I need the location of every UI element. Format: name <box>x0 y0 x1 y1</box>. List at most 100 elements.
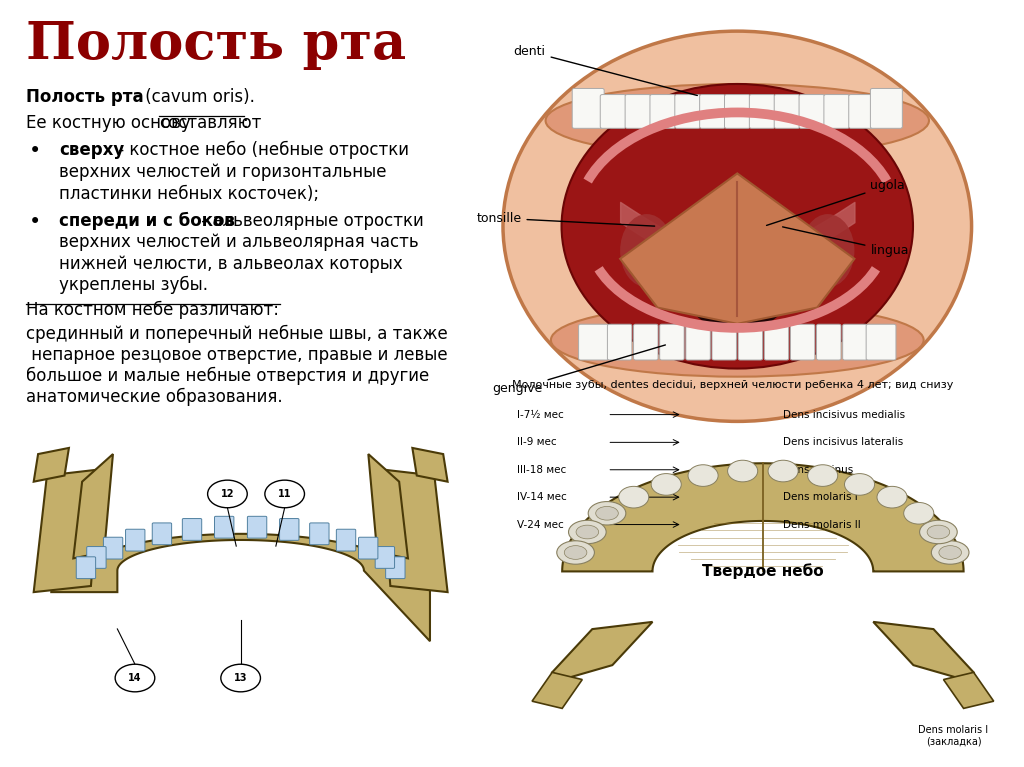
Circle shape <box>845 473 874 495</box>
FancyBboxPatch shape <box>816 324 841 360</box>
Polygon shape <box>873 622 974 680</box>
Polygon shape <box>532 673 583 709</box>
FancyBboxPatch shape <box>791 324 815 360</box>
FancyBboxPatch shape <box>126 529 145 551</box>
FancyBboxPatch shape <box>634 324 658 360</box>
FancyBboxPatch shape <box>870 88 902 128</box>
Text: пластинки небных косточек);: пластинки небных косточек); <box>59 185 319 202</box>
FancyBboxPatch shape <box>650 94 676 128</box>
FancyBboxPatch shape <box>309 523 329 545</box>
Text: tonsille: tonsille <box>476 212 654 226</box>
Polygon shape <box>943 673 993 709</box>
FancyBboxPatch shape <box>849 94 874 128</box>
Text: denti: denti <box>514 45 697 95</box>
Text: ugola: ugola <box>767 179 905 225</box>
FancyBboxPatch shape <box>764 324 788 360</box>
FancyBboxPatch shape <box>579 324 608 360</box>
Text: нижней челюсти, в альвеолах которых: нижней челюсти, в альвеолах которых <box>59 255 403 272</box>
Ellipse shape <box>621 214 674 288</box>
Text: III-18 мес: III-18 мес <box>517 465 566 475</box>
Polygon shape <box>721 214 742 245</box>
Text: Dens molaris I: Dens molaris I <box>783 492 858 502</box>
Text: 13: 13 <box>233 673 248 683</box>
Text: :: : <box>243 114 249 131</box>
FancyBboxPatch shape <box>607 324 632 360</box>
Circle shape <box>877 486 907 508</box>
Polygon shape <box>51 534 430 641</box>
FancyBboxPatch shape <box>699 94 725 128</box>
Text: 12: 12 <box>221 489 234 499</box>
FancyBboxPatch shape <box>375 547 394 568</box>
Polygon shape <box>382 469 447 592</box>
FancyBboxPatch shape <box>153 523 172 545</box>
FancyBboxPatch shape <box>103 537 123 559</box>
Text: 11: 11 <box>278 489 292 499</box>
Text: Dens caninus: Dens caninus <box>783 465 853 475</box>
Text: - альвеолярные отростки: - альвеолярные отростки <box>196 212 423 229</box>
Ellipse shape <box>596 506 618 520</box>
Ellipse shape <box>932 541 969 565</box>
Ellipse shape <box>557 541 594 565</box>
Text: анатомические образования.: анатомические образования. <box>26 387 283 406</box>
Polygon shape <box>621 173 854 324</box>
Ellipse shape <box>564 545 587 559</box>
Text: lingua: lingua <box>782 227 909 257</box>
FancyBboxPatch shape <box>712 324 736 360</box>
FancyBboxPatch shape <box>358 537 378 559</box>
Text: Dens molaris I
(закладка): Dens molaris I (закладка) <box>919 725 988 746</box>
FancyBboxPatch shape <box>182 518 202 540</box>
Text: (cavum oris).: (cavum oris). <box>140 88 255 106</box>
FancyBboxPatch shape <box>336 529 355 551</box>
Text: •: • <box>29 212 41 232</box>
FancyBboxPatch shape <box>248 516 267 538</box>
Polygon shape <box>34 448 69 482</box>
FancyBboxPatch shape <box>866 324 896 360</box>
Circle shape <box>728 460 758 482</box>
Ellipse shape <box>568 520 606 544</box>
Polygon shape <box>34 469 99 592</box>
FancyBboxPatch shape <box>774 94 800 128</box>
Circle shape <box>618 486 649 508</box>
Text: •: • <box>29 141 41 161</box>
FancyBboxPatch shape <box>824 94 850 128</box>
Ellipse shape <box>679 218 796 332</box>
Circle shape <box>265 480 304 508</box>
Polygon shape <box>552 622 652 680</box>
Polygon shape <box>562 463 964 571</box>
Polygon shape <box>369 454 408 558</box>
FancyBboxPatch shape <box>659 324 684 360</box>
FancyBboxPatch shape <box>625 94 650 128</box>
Text: Полость рта: Полость рта <box>26 19 406 70</box>
Circle shape <box>768 460 798 482</box>
Ellipse shape <box>577 525 599 539</box>
Text: непарное резцовое отверстие, правые и левые: непарное резцовое отверстие, правые и ле… <box>26 346 447 364</box>
FancyBboxPatch shape <box>675 94 700 128</box>
Text: Dens incisivus medialis: Dens incisivus medialis <box>783 410 905 420</box>
Text: сверху: сверху <box>59 141 125 159</box>
FancyBboxPatch shape <box>572 88 604 128</box>
Ellipse shape <box>588 502 626 525</box>
Ellipse shape <box>546 84 929 157</box>
FancyBboxPatch shape <box>686 324 711 360</box>
Text: - костное небо (небные отростки: - костное небо (небные отростки <box>113 141 409 160</box>
Circle shape <box>221 664 260 692</box>
FancyBboxPatch shape <box>280 518 299 540</box>
Circle shape <box>208 480 247 508</box>
Polygon shape <box>74 454 113 558</box>
Text: Ее костную основу: Ее костную основу <box>26 114 196 131</box>
FancyBboxPatch shape <box>214 516 233 538</box>
Ellipse shape <box>927 525 949 539</box>
FancyBboxPatch shape <box>738 324 763 360</box>
Text: большое и малые небные отверстия и другие: большое и малые небные отверстия и други… <box>26 367 429 385</box>
Text: V-24 мес: V-24 мес <box>517 519 564 529</box>
Ellipse shape <box>551 304 924 377</box>
Text: Молочные зубы, dentes decidui, верхней челюсти ребенка 4 лет; вид снизу: Молочные зубы, dentes decidui, верхней ч… <box>512 380 953 390</box>
Circle shape <box>651 473 681 495</box>
Ellipse shape <box>561 84 913 369</box>
Text: верхних челюстей и горизонтальные: верхних челюстей и горизонтальные <box>59 163 387 181</box>
Circle shape <box>904 502 934 524</box>
Text: спереди и с боков: спереди и с боков <box>59 212 236 230</box>
Circle shape <box>115 664 155 692</box>
Text: верхних челюстей и альвеолярная часть: верхних челюстей и альвеолярная часть <box>59 233 419 251</box>
Polygon shape <box>413 448 447 482</box>
